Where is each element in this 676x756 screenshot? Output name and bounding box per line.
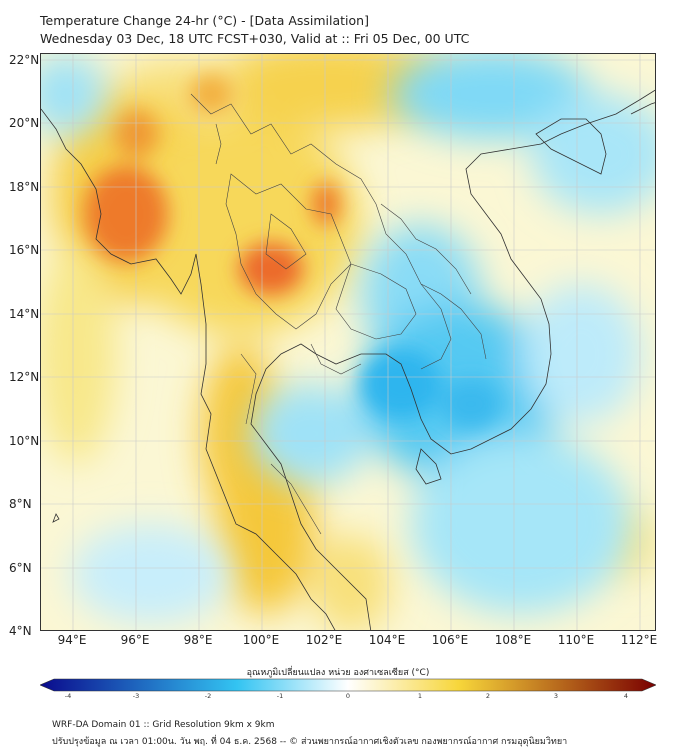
map-canvas [41,54,655,630]
lat-label: 18°N [9,180,40,194]
lon-label: 104°E [368,633,406,647]
lat-label: 4°N [9,624,32,638]
footer-model-info: WRF-DA Domain 01 :: Grid Resolution 9km … [52,720,275,730]
colorbar-tick: -3 [132,692,140,700]
colorbar [40,678,656,692]
cold-anomaly-cores [361,349,501,429]
lon-label: 110°E [557,633,595,647]
lon-label: 108°E [494,633,532,647]
lat-label: 16°N [9,243,40,257]
colorbar-gradient [40,678,656,692]
colorbar-tick: -4 [64,692,72,700]
chart-subtitle: Wednesday 03 Dec, 18 UTC FCST+030, Valid… [40,31,470,46]
hot-anomaly-cores [84,74,340,295]
lat-label: 8°N [9,497,32,511]
chart-title: Temperature Change 24-hr (°C) - [Data As… [40,13,369,28]
colorbar-tick: 0 [345,692,351,700]
lon-label: 112°E [620,633,658,647]
footer-credit: ปรับปรุงข้อมูล ณ เวลา 01:00น. วัน พฤ. ที… [52,737,568,747]
lon-label: 102°E [305,633,343,647]
colorbar-tick: -1 [276,692,284,700]
lon-label: 94°E [57,633,87,647]
coastlines [41,89,655,630]
lat-label: 14°N [9,307,40,321]
lon-label: 96°E [120,633,150,647]
warm-anomaly-field [41,54,655,630]
lat-label: 6°N [9,561,32,575]
colorbar-title: อุณหภูมิเปลี่ยนแปลง หน่วย องศาเซลเซียส (… [246,668,430,678]
colorbar-tick: -2 [204,692,212,700]
cold-anomaly-field [41,54,655,624]
lat-label: 22°N [9,53,40,67]
lat-label: 10°N [9,434,40,448]
colorbar-tick: 1 [417,692,423,700]
lon-label: 100°E [242,633,280,647]
graticule [41,54,655,630]
lon-label: 98°E [183,633,213,647]
lat-label: 12°N [9,370,40,384]
colorbar-tick: 2 [485,692,491,700]
temperature-map[interactable] [40,53,656,631]
colorbar-tick: 3 [553,692,559,700]
lon-label: 106°E [431,633,469,647]
colorbar-tick: 4 [623,692,629,700]
lat-label: 20°N [9,116,40,130]
admin-boundaries [190,93,487,535]
